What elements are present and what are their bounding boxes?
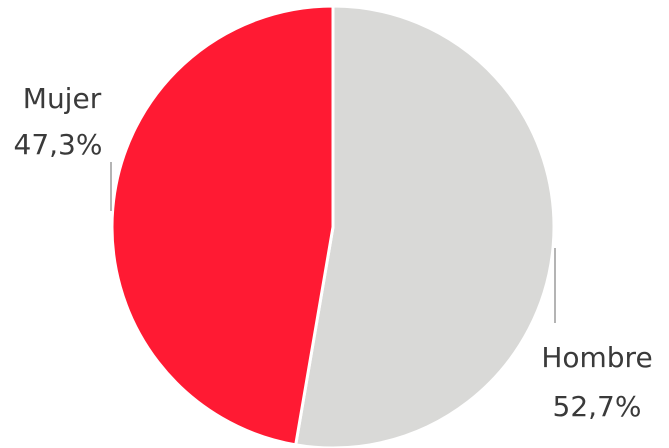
pie-slice-hombre <box>294 4 556 448</box>
pie-slice-mujer <box>110 4 335 447</box>
slice-label-name-mujer: Mujer <box>23 82 102 115</box>
slice-label-value-mujer: 47,3% <box>14 128 103 161</box>
slice-label-value-hombre: 52,7% <box>553 390 642 423</box>
pie-slices <box>110 4 556 448</box>
slice-labels: Hombre 52,7% Mujer 47,3% <box>14 82 653 423</box>
leader-lines <box>110 162 556 323</box>
slice-label-name-hombre: Hombre <box>541 341 652 374</box>
